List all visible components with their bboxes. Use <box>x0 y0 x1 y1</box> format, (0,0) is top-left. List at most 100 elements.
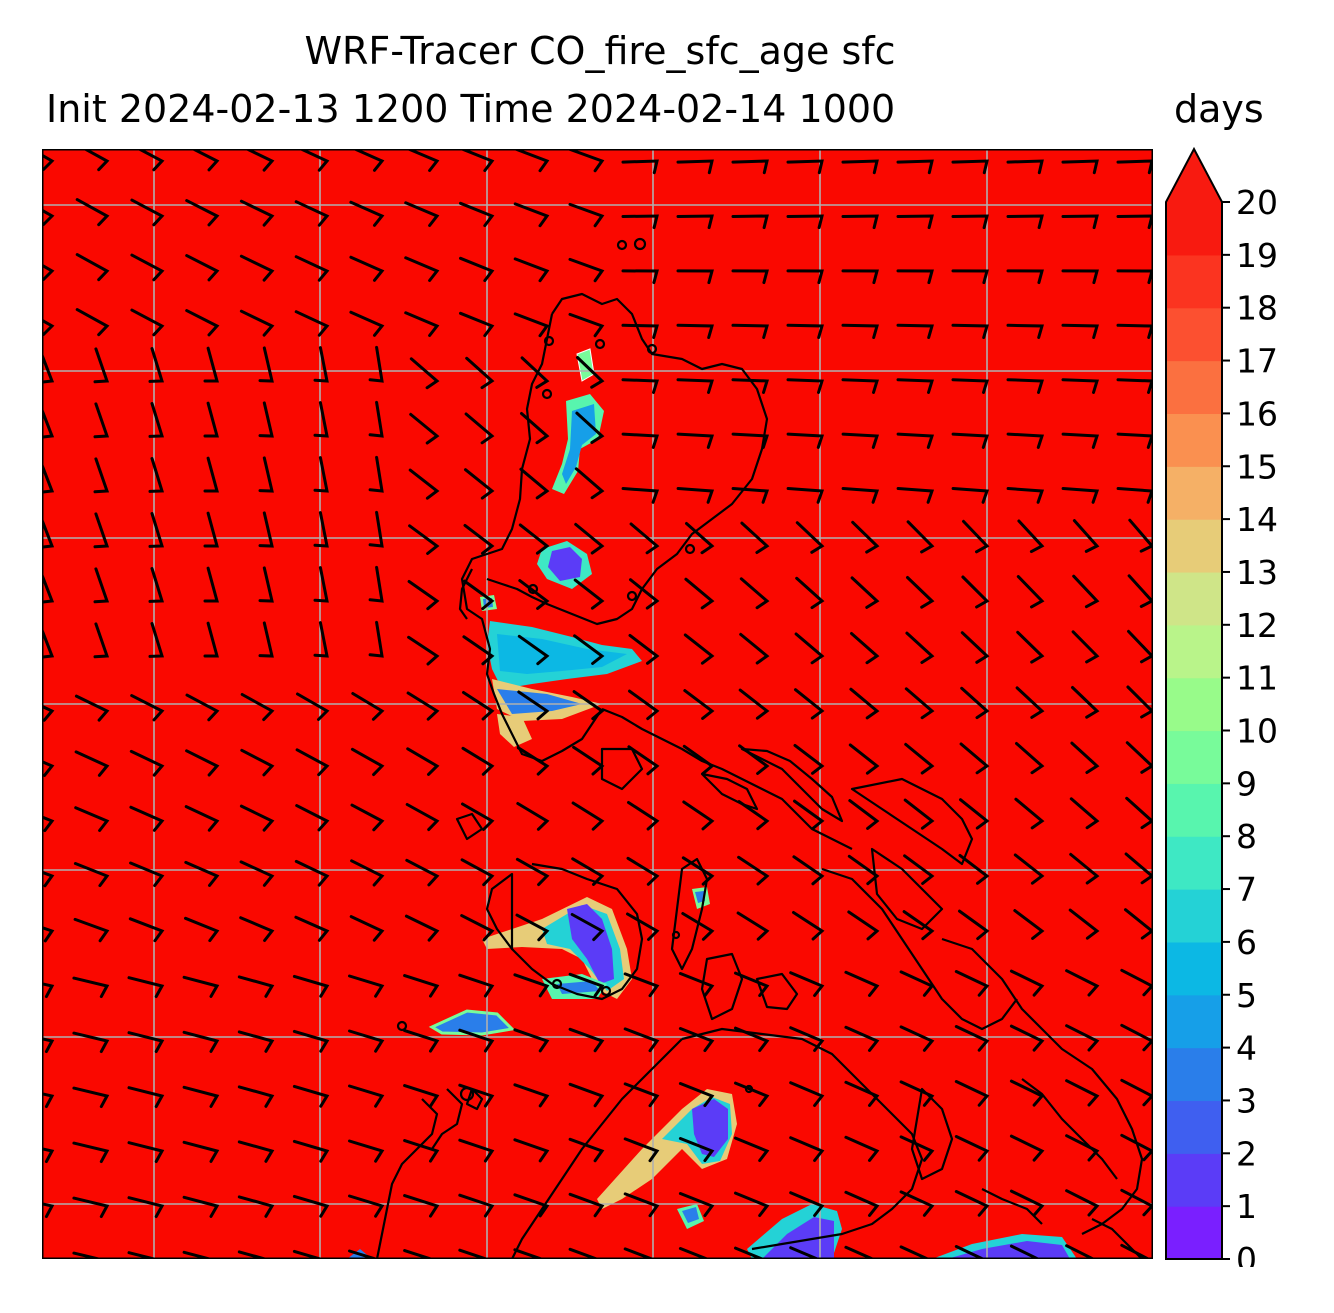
wind-barb <box>731 159 769 175</box>
wind-barb <box>73 862 110 888</box>
wind-barb <box>203 511 219 548</box>
wind-barb <box>258 346 274 383</box>
wind-barb <box>1072 519 1100 553</box>
colorbar-band <box>1166 202 1222 256</box>
wind-barb <box>568 1192 605 1218</box>
wind-barb <box>127 1141 165 1163</box>
wind-barb <box>313 346 329 383</box>
colorbar-tick-label: 17 <box>1236 342 1278 381</box>
wind-barb <box>72 1196 110 1219</box>
wind-barb <box>292 1249 326 1259</box>
wind-barb <box>795 521 825 554</box>
wind-barb <box>844 1135 880 1162</box>
colorbar-tick-label: 9 <box>1236 764 1257 803</box>
wind-barb <box>127 1031 165 1053</box>
wind-barb <box>406 691 440 721</box>
wind-barb <box>404 256 440 282</box>
wind-barb <box>190 149 220 172</box>
colorbar-tick-label: 1 <box>1236 1187 1257 1226</box>
wind-barb <box>517 634 550 666</box>
wind-barb <box>239 254 275 282</box>
wind-barb <box>368 400 384 438</box>
wind-barb <box>627 745 660 776</box>
wind-barb <box>258 511 274 548</box>
wind-barb <box>516 746 550 776</box>
wind-barb <box>295 804 330 832</box>
wind-barb <box>793 799 825 831</box>
wind-barb <box>258 566 274 603</box>
colorbar-band <box>1166 1047 1222 1102</box>
wind-barb <box>574 522 605 555</box>
wind-barb <box>738 744 770 775</box>
wind-barb <box>72 1251 106 1259</box>
wind-barb <box>568 972 605 998</box>
wind-barb <box>349 310 385 337</box>
wind-barb <box>237 975 275 998</box>
wind-barb <box>1013 853 1045 885</box>
wind-barb <box>148 347 165 383</box>
wind-barb <box>93 457 110 494</box>
wind-barb <box>841 269 879 285</box>
wind-barb <box>72 1086 110 1109</box>
wind-barb <box>203 346 219 383</box>
wind-barb <box>568 1082 605 1108</box>
wind-barb <box>951 214 989 230</box>
wind-barb <box>573 578 605 610</box>
wind-barb <box>240 693 275 722</box>
wind-barb <box>518 523 550 555</box>
wind-barb <box>237 1085 275 1108</box>
wind-barb <box>792 855 825 886</box>
wind-barb <box>75 308 110 337</box>
wind-barb <box>629 578 660 610</box>
wind-barb <box>847 854 880 886</box>
wind-barb <box>513 149 550 173</box>
wind-barb <box>954 1025 990 1052</box>
colorbar-band <box>1166 624 1222 679</box>
wind-barb <box>676 214 714 230</box>
wind-barb <box>127 976 165 998</box>
wind-barb <box>575 411 605 444</box>
wind-barb <box>129 805 165 832</box>
wind-barb <box>42 318 55 336</box>
wind-barb <box>182 1250 216 1259</box>
wind-barb <box>905 631 935 664</box>
wind-barb <box>847 910 880 941</box>
wind-barb <box>407 580 440 611</box>
wind-barb <box>1017 519 1045 554</box>
wind-barb <box>954 1080 990 1107</box>
wind-barb <box>899 1080 935 1107</box>
wind-barb <box>203 401 219 438</box>
wind-barb <box>458 1083 495 1108</box>
wind-barb <box>458 1028 495 1053</box>
wind-barb <box>1009 1024 1045 1052</box>
wind-barb <box>629 522 660 555</box>
wind-barb <box>184 860 220 887</box>
wind-barb <box>904 742 935 775</box>
wind-barb <box>731 214 769 230</box>
wind-barb <box>951 432 990 449</box>
wind-barb <box>576 356 605 389</box>
colorbar-tick-label: 8 <box>1236 817 1257 856</box>
wind-barb <box>127 1251 161 1259</box>
wind-barb <box>841 323 879 339</box>
wind-barb <box>405 858 440 887</box>
wind-barb <box>1061 432 1100 449</box>
wind-barb <box>734 1136 770 1162</box>
wind-barb <box>850 632 880 665</box>
wind-barb <box>42 153 55 171</box>
colorbar-units-label: days <box>1174 87 1264 131</box>
wind-barb <box>258 456 274 493</box>
wind-barb <box>368 565 384 603</box>
wind-barb <box>185 199 220 227</box>
wind-barb <box>295 748 330 777</box>
wind-barb <box>1009 1244 1042 1259</box>
colorbar-tick-label: 14 <box>1236 500 1278 539</box>
wind-barb <box>240 748 275 777</box>
wind-barb <box>292 1139 330 1163</box>
wind-barb <box>573 634 605 665</box>
wind-barb <box>568 149 605 173</box>
wind-barb <box>572 745 605 776</box>
wind-barb <box>42 625 55 659</box>
wind-barb <box>42 760 55 777</box>
